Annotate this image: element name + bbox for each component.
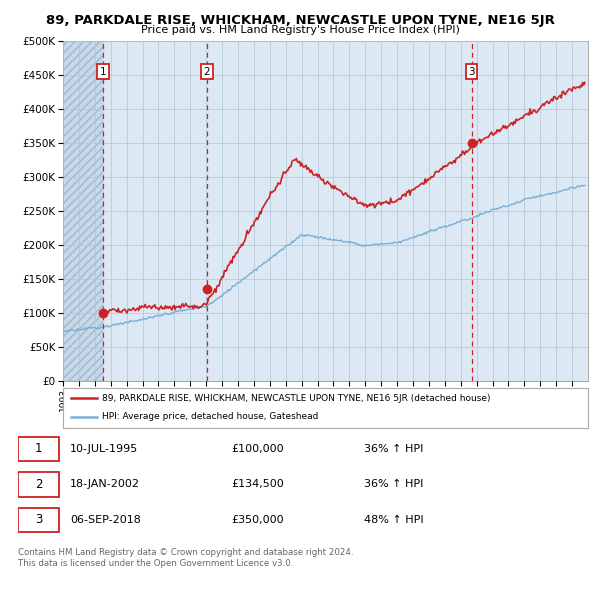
Text: 3: 3	[35, 513, 43, 526]
Bar	[63, 41, 103, 381]
FancyBboxPatch shape	[18, 437, 59, 461]
Text: 10-JUL-1995: 10-JUL-1995	[70, 444, 138, 454]
Text: 36% ↑ HPI: 36% ↑ HPI	[364, 444, 423, 454]
Text: Price paid vs. HM Land Registry's House Price Index (HPI): Price paid vs. HM Land Registry's House …	[140, 25, 460, 35]
Text: 2: 2	[203, 67, 210, 77]
Text: HPI: Average price, detached house, Gateshead: HPI: Average price, detached house, Gate…	[103, 412, 319, 421]
Text: This data is licensed under the Open Government Licence v3.0.: This data is licensed under the Open Gov…	[18, 559, 293, 568]
FancyBboxPatch shape	[18, 472, 59, 497]
Text: £350,000: £350,000	[231, 515, 284, 525]
Text: 3: 3	[468, 67, 475, 77]
Text: £134,500: £134,500	[231, 480, 284, 489]
Bar	[63, 41, 103, 381]
Text: 2: 2	[35, 478, 43, 491]
Text: 89, PARKDALE RISE, WHICKHAM, NEWCASTLE UPON TYNE, NE16 5JR: 89, PARKDALE RISE, WHICKHAM, NEWCASTLE U…	[46, 14, 554, 27]
FancyBboxPatch shape	[18, 507, 59, 532]
Text: 36% ↑ HPI: 36% ↑ HPI	[364, 480, 423, 489]
Text: 1: 1	[100, 67, 107, 77]
Text: 48% ↑ HPI: 48% ↑ HPI	[364, 515, 423, 525]
Text: 18-JAN-2002: 18-JAN-2002	[70, 480, 140, 489]
Text: 1: 1	[35, 442, 43, 455]
Text: £100,000: £100,000	[231, 444, 284, 454]
Text: 89, PARKDALE RISE, WHICKHAM, NEWCASTLE UPON TYNE, NE16 5JR (detached house): 89, PARKDALE RISE, WHICKHAM, NEWCASTLE U…	[103, 394, 491, 403]
Text: 06-SEP-2018: 06-SEP-2018	[70, 515, 141, 525]
Text: Contains HM Land Registry data © Crown copyright and database right 2024.: Contains HM Land Registry data © Crown c…	[18, 548, 353, 556]
